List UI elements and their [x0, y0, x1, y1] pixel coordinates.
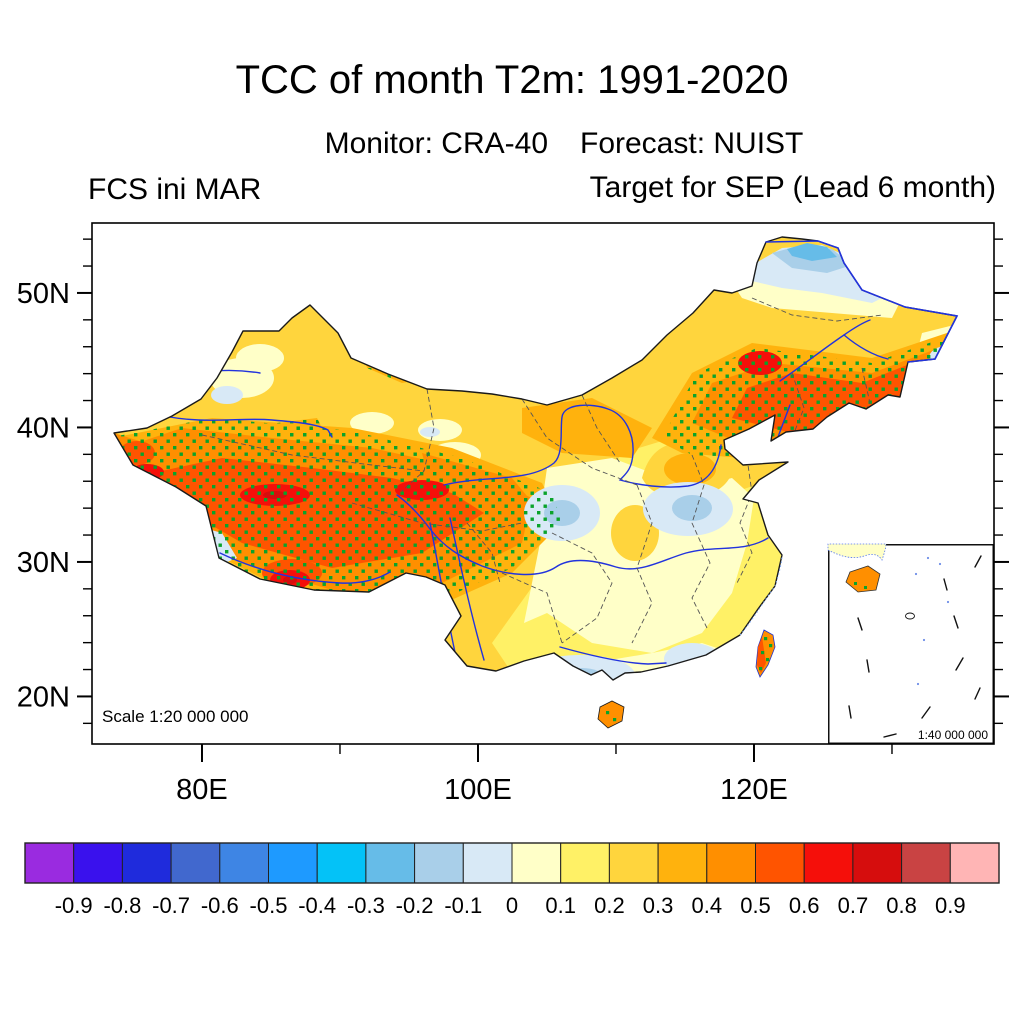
contour-region: [211, 386, 243, 404]
init-month-label: FCS ini MAR: [88, 173, 261, 206]
contour-region: [420, 427, 440, 437]
colorbar-segment: [462, 842, 513, 884]
y-axis-label: 50N: [17, 278, 70, 310]
colorbar-tick-label: -0.6: [201, 893, 239, 918]
colorbar-segment: [901, 842, 951, 884]
hainan-island: [597, 700, 625, 729]
amur-border-river: [765, 240, 959, 363]
colorbar-tick-label: 0.6: [789, 893, 820, 918]
colorbar-tick-label: 0.9: [935, 893, 966, 918]
inset-islet-dots: [914, 556, 950, 686]
colorbar-tick-label: 0.7: [838, 893, 869, 918]
page-title: TCC of month T2m: 1991-2020: [236, 58, 789, 102]
coastline-speckle: [739, 554, 783, 636]
map-scale-label: Scale 1:20 000 000: [102, 707, 249, 726]
china-outline: [113, 236, 958, 681]
colorbar-tick-label: 0: [506, 893, 518, 918]
x-axis-label: 100E: [444, 774, 512, 806]
colorbar-tick-label: 0.1: [545, 893, 576, 918]
colorbar-tick-label: -0.3: [347, 893, 385, 918]
subtitle-forecast: Forecast: NUIST: [580, 127, 803, 160]
colorbar-segment: [219, 842, 270, 884]
y-axis-label: 30N: [17, 547, 70, 579]
taiwan-island: [755, 629, 776, 678]
y-axis-label: 20N: [17, 681, 70, 713]
contour-region: [672, 495, 712, 521]
inset-island-ring: [905, 612, 915, 620]
inset-coastline: [827, 543, 887, 561]
contour-region: [787, 243, 837, 261]
colorbar-tick-label: -0.2: [396, 893, 434, 918]
colorbar-segment: [170, 842, 221, 884]
inset-hainan-island: [845, 565, 881, 593]
colorbar-tick-label: 0.5: [740, 893, 771, 918]
colorbar-segment: [24, 842, 75, 884]
colorbar-segment: [706, 842, 756, 884]
colorbar-segment: [949, 842, 1000, 884]
axes: 50N 40N 30N 20N 80E 100E 120E: [17, 238, 1009, 806]
colorbar-tick-label: 0.8: [886, 893, 917, 918]
colorbar-segment: [365, 842, 416, 884]
inset-scale-label: 1:40 000 000: [918, 728, 988, 742]
x-axis-label: 120E: [720, 774, 788, 806]
contour-region: [196, 353, 224, 373]
south-china-sea-inset: 1:40 000 000: [827, 543, 994, 744]
y-axis-label: 40N: [17, 412, 70, 444]
contour-region: [664, 453, 716, 485]
colorbar-segment: [414, 842, 464, 884]
colorbar-tick-label: 0.2: [594, 893, 625, 918]
subtitle-monitor: Monitor: CRA-40: [325, 127, 548, 160]
colorbar-segment: [560, 842, 610, 884]
colorbar-segment: [852, 842, 903, 884]
colorbar: -0.9 -0.8 -0.7 -0.6 -0.5 -0.4 -0.3 -0.2 -0.1 0 0.1…: [24, 842, 1000, 918]
colorbar-segment: [121, 842, 172, 884]
province-borders: [201, 297, 883, 644]
colorbar-tick-label: 0.3: [643, 893, 674, 918]
colorbar-segment: [316, 842, 367, 884]
colorbar-segment: [511, 842, 562, 884]
colorbar-segment: [73, 842, 123, 884]
colorbar-frame: [24, 842, 1000, 884]
colorbar-tick-label: -0.5: [250, 893, 288, 918]
colorbar-segment: [803, 842, 854, 884]
colorbar-tick-label: -0.7: [152, 893, 190, 918]
plot-border: [91, 222, 995, 745]
rivers: [159, 319, 889, 667]
contour-region: [374, 337, 430, 369]
contour-region: [522, 398, 652, 458]
colorbar-tick-label: -0.9: [55, 893, 93, 918]
colorbar-segment: [608, 842, 659, 884]
colorbar-tick-label: 0.4: [692, 893, 723, 918]
colorbar-tick-label: -0.4: [298, 893, 336, 918]
colorbar-tick-label: -0.1: [444, 893, 482, 918]
colorbar-segment: [755, 842, 805, 884]
inset-island-dashes: [848, 555, 982, 738]
colorbar-tick-label: -0.8: [103, 893, 141, 918]
colorbar-segment: [268, 842, 318, 884]
x-axis-label: 80E: [176, 774, 228, 806]
contour-region: [350, 412, 394, 434]
colorbar-segment: [657, 842, 708, 884]
target-month-label: Target for SEP (Lead 6 month): [590, 171, 996, 204]
map-plot: 1:40 000 000 Scale 1:20 000 000 50N 40N 30…: [17, 222, 1009, 806]
